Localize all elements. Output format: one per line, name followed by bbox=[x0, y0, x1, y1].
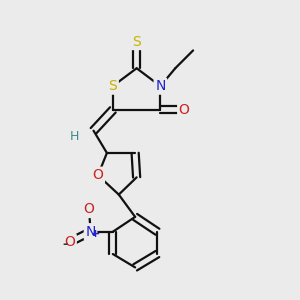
Text: O: O bbox=[64, 235, 75, 249]
Text: O: O bbox=[179, 103, 190, 117]
Text: N: N bbox=[155, 79, 166, 93]
Text: O: O bbox=[92, 168, 104, 182]
Text: H: H bbox=[70, 130, 79, 143]
Text: O: O bbox=[84, 202, 94, 216]
Text: S: S bbox=[132, 34, 141, 49]
Text: +: + bbox=[91, 229, 101, 239]
Text: S: S bbox=[109, 79, 117, 93]
Text: -: - bbox=[62, 238, 67, 251]
Text: N: N bbox=[85, 225, 96, 239]
